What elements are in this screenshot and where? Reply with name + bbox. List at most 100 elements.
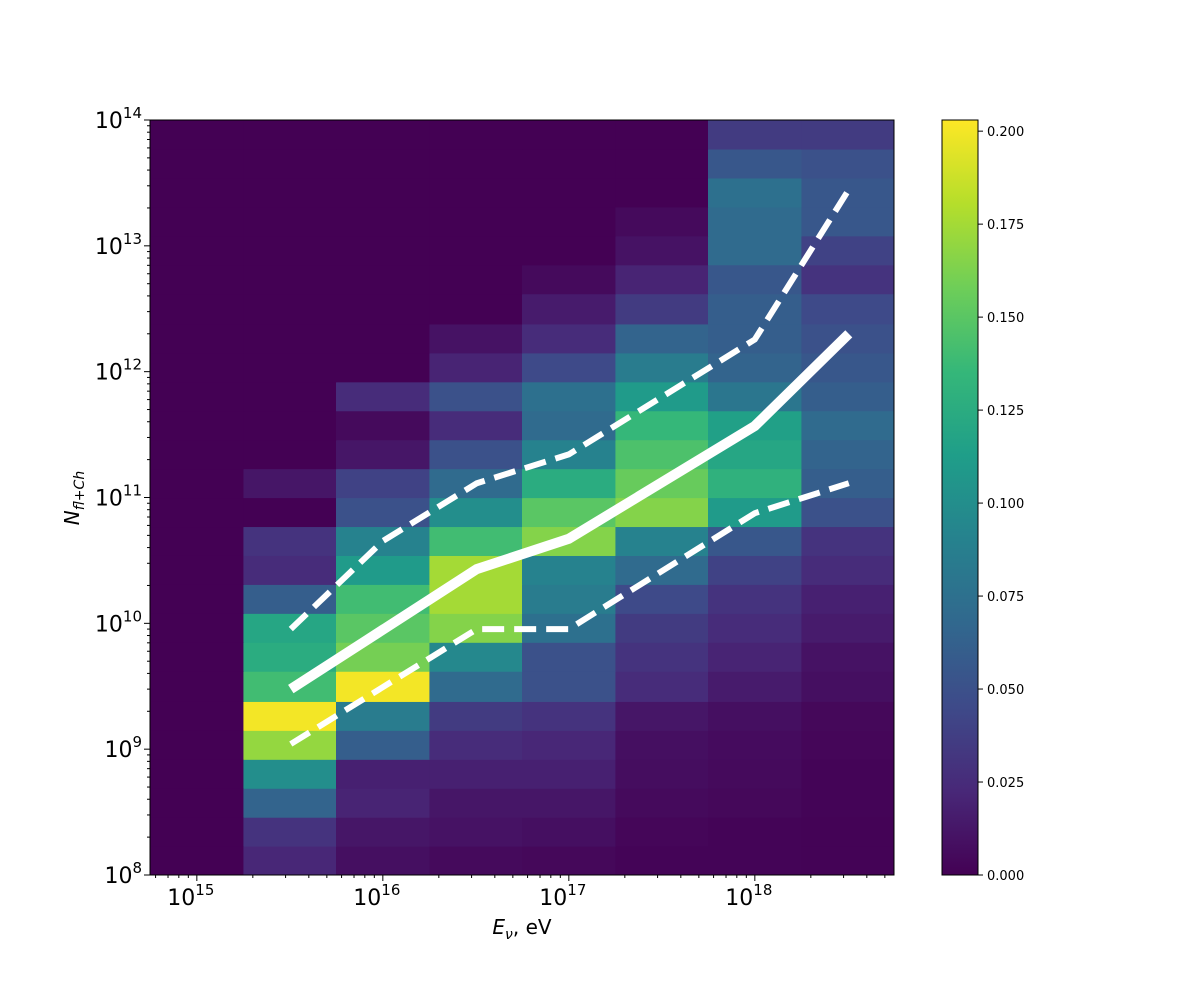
heatmap-cell: [615, 264, 709, 295]
heatmap-cell: [150, 817, 245, 847]
heatmap-cell: [150, 468, 245, 499]
colorbar-tick-label: 0.125: [987, 404, 1024, 419]
heatmap-cell: [615, 177, 709, 208]
colorbar-tick-label: 0.025: [987, 776, 1024, 791]
heatmap-cell: [243, 352, 337, 383]
heatmap-cell: [429, 701, 523, 731]
heatmap-cell: [243, 293, 337, 325]
heatmap-cell: [429, 235, 523, 266]
heatmap-cell: [429, 148, 523, 179]
heatmap-cell: [150, 293, 245, 325]
heatmap-cell: [801, 439, 894, 470]
heatmap-cell: [708, 177, 803, 208]
heatmap-cell: [243, 264, 337, 295]
colorbar-tick-label: 0.075: [987, 590, 1024, 605]
heatmap-cell: [615, 759, 709, 789]
heatmap-cell: [522, 177, 617, 208]
heatmap-cell: [708, 613, 803, 643]
heatmap-cell: [522, 701, 617, 731]
heatmap-cell: [615, 584, 709, 614]
heatmap-cell: [150, 410, 245, 441]
heatmap-cell: [429, 526, 523, 556]
heatmap-cell: [150, 497, 245, 528]
heatmap-cell: [243, 555, 337, 585]
heatmap-cell: [801, 817, 894, 847]
heatmap-cell: [615, 148, 709, 179]
heatmap-cell: [522, 206, 617, 237]
heatmap-cell: [522, 120, 617, 150]
heatmap-cell: [336, 323, 431, 354]
heatmap-cell: [336, 468, 431, 499]
heatmap-cell: [801, 526, 894, 556]
heatmap-cell: [708, 817, 803, 847]
heatmap-cell: [615, 730, 709, 760]
heatmap-cell: [429, 410, 523, 441]
heatmap-cell: [801, 177, 894, 208]
heatmap-cell: [801, 235, 894, 266]
heatmap-cell: [243, 235, 337, 266]
heatmap-cell: [336, 120, 431, 150]
heatmap-cell: [150, 206, 245, 237]
colorbar-tick-label: 0.000: [987, 869, 1024, 884]
heatmap-cell: [429, 439, 523, 470]
heatmap-cell: [708, 120, 803, 150]
series-lines: [288, 188, 853, 747]
heatmap-cell: [615, 642, 709, 672]
heatmap: [150, 120, 894, 875]
heatmap-cell: [243, 846, 337, 875]
heatmap-cell: [522, 148, 617, 179]
heatmap-cell: [522, 235, 617, 266]
heatmap-cell: [708, 235, 803, 266]
heatmap-cell: [150, 555, 245, 585]
heatmap-cell: [429, 293, 523, 325]
y-axis: 108 109 1010 1011 1012 1013 1014: [95, 104, 150, 889]
heatmap-cell: [801, 701, 894, 731]
heatmap-cell: [429, 177, 523, 208]
heatmap-cell: [243, 497, 337, 528]
heatmap-cell: [522, 642, 617, 672]
heatmap-cell: [522, 584, 617, 614]
heatmap-cell: [801, 788, 894, 818]
heatmap-cell: [522, 555, 617, 585]
heatmap-cell: [522, 613, 617, 643]
heatmap-cell: [150, 642, 245, 672]
heatmap-cell: [336, 526, 431, 556]
x-tick-label: 1016: [353, 881, 400, 911]
heatmap-cell: [615, 381, 709, 412]
heatmap-cell: [429, 206, 523, 237]
heatmap-cell: [429, 817, 523, 847]
colorbar-tick-label: 0.175: [987, 218, 1024, 233]
y-tick-label: 1011: [95, 482, 142, 512]
heatmap-cell: [336, 439, 431, 470]
heatmap-cell: [708, 788, 803, 818]
heatmap-cell: [615, 701, 709, 731]
heatmap-cell: [708, 206, 803, 237]
heatmap-cell: [150, 235, 245, 266]
heatmap-cell: [150, 177, 245, 208]
heatmap-cell: [522, 352, 617, 383]
heatmap-cell: [243, 817, 337, 847]
heatmap-cell: [150, 788, 245, 818]
heatmap-cell: [150, 526, 245, 556]
heatmap-cell: [150, 759, 245, 789]
y-tick-label: 1014: [95, 104, 142, 134]
heatmap-cell: [522, 323, 617, 354]
heatmap-cell: [801, 846, 894, 875]
heatmap-cell: [429, 642, 523, 672]
heatmap-cell: [336, 264, 431, 295]
colorbar-tick-label: 0.100: [987, 497, 1024, 512]
heatmap-cell: [336, 759, 431, 789]
heatmap-cell: [336, 293, 431, 325]
heatmap-cell: [429, 120, 523, 150]
heatmap-cell: [336, 788, 431, 818]
x-axis-label: Eν, eV: [492, 915, 551, 943]
heatmap-cell: [708, 730, 803, 760]
heatmap-cell: [708, 759, 803, 789]
heatmap-cell: [429, 788, 523, 818]
heatmap-cell: [243, 177, 337, 208]
heatmap-cell: [243, 120, 337, 150]
heatmap-cell: [801, 206, 894, 237]
heatmap-cell: [429, 352, 523, 383]
heatmap-cell: [522, 264, 617, 295]
